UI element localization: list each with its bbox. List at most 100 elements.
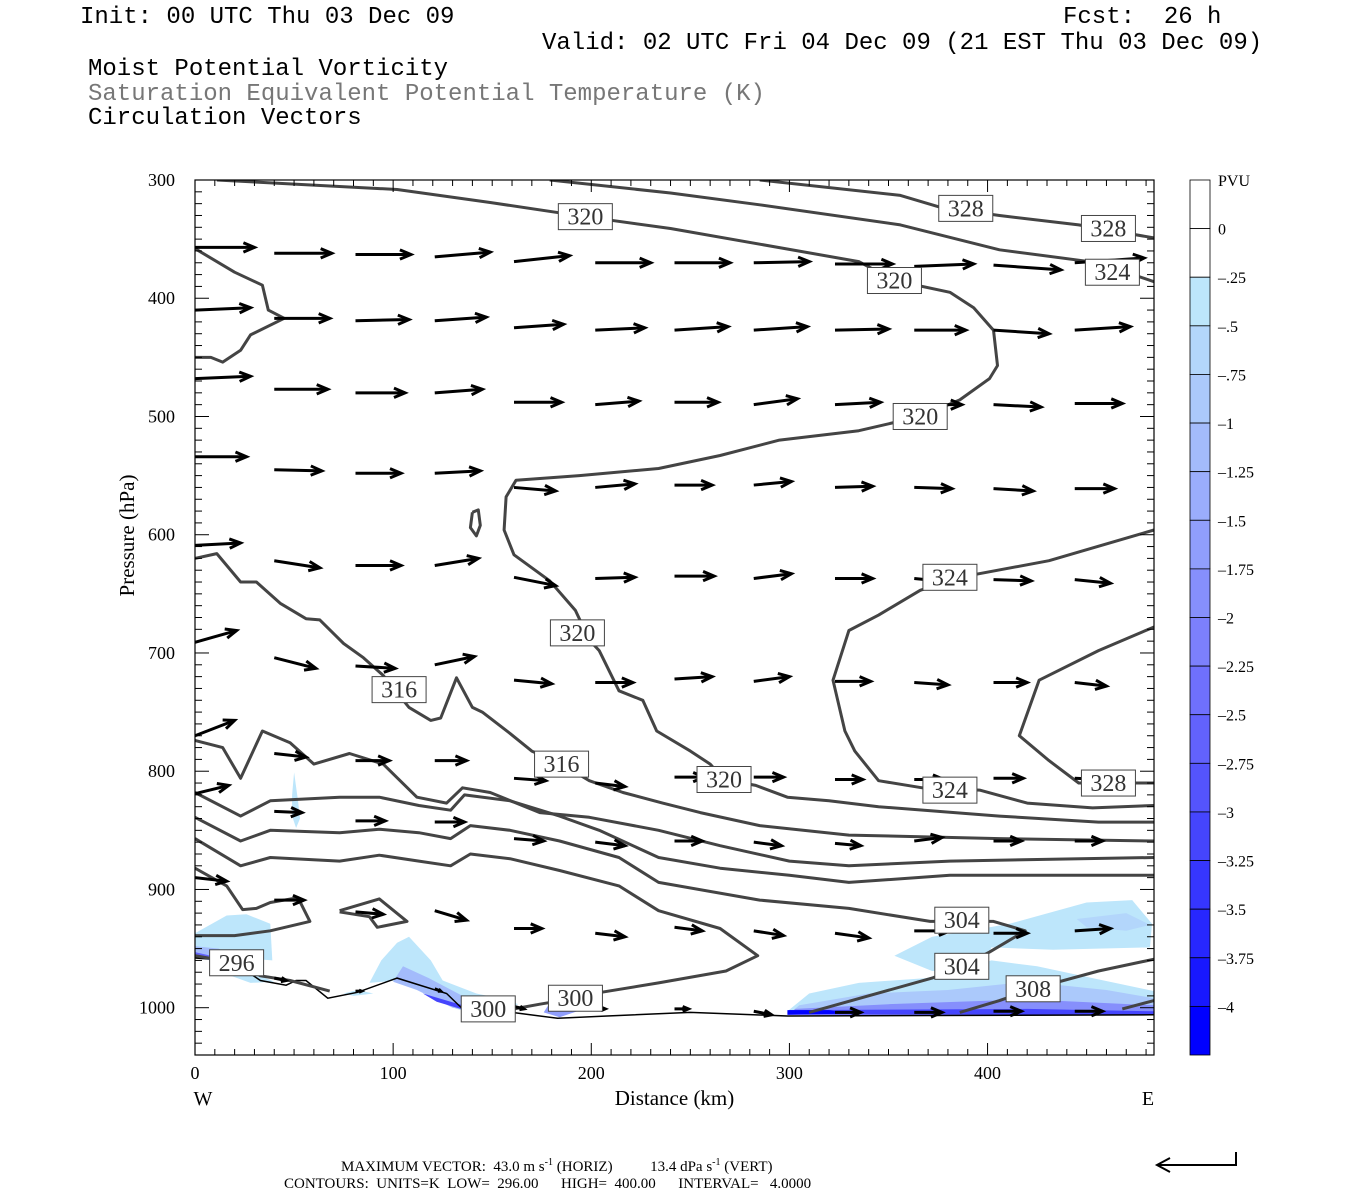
colorbar-box xyxy=(1189,1005,1211,1056)
vector-arrow xyxy=(274,559,324,573)
vector-head xyxy=(856,930,873,943)
vector-arrow xyxy=(434,246,495,260)
vector-head xyxy=(769,838,786,851)
vector-head xyxy=(543,484,560,497)
vector-head xyxy=(1019,574,1036,587)
x-tick-label: 300 xyxy=(776,1063,803,1083)
vector-head xyxy=(454,911,471,924)
colorbar-box xyxy=(1189,714,1211,764)
colorbar-box xyxy=(1189,665,1211,716)
y-axis-label: Pressure (hPa) xyxy=(115,475,139,597)
vector-shaft xyxy=(753,480,792,487)
vector-arrow xyxy=(513,676,556,689)
vector-head xyxy=(377,754,394,767)
contour-label-text: 320 xyxy=(876,269,912,295)
contour-label: 320 xyxy=(892,402,948,430)
vector-head xyxy=(373,814,390,827)
vector-head xyxy=(551,318,568,332)
vector-arrow xyxy=(434,311,491,324)
vector-head xyxy=(700,671,716,684)
vector-arrow xyxy=(514,396,566,409)
vector-shaft xyxy=(993,578,1032,583)
vector-arrow xyxy=(274,464,326,477)
vector-arrow xyxy=(355,248,415,261)
colorbar-box xyxy=(1189,325,1211,375)
vector-arrow xyxy=(753,1008,776,1018)
vector-head xyxy=(718,256,734,269)
vector-arrow xyxy=(194,782,233,796)
vector-head xyxy=(623,571,639,584)
field-title-vectors: Circulation Vectors xyxy=(88,105,362,132)
vector-shaft xyxy=(834,841,861,848)
vector-head xyxy=(470,384,487,397)
contour-label-box xyxy=(938,194,994,222)
vector-head xyxy=(1011,772,1028,785)
vector-shaft xyxy=(595,575,635,580)
vector-shaft xyxy=(993,487,1034,493)
vector-head xyxy=(702,570,718,583)
contour-label: 320 xyxy=(557,203,613,231)
vector-shaft xyxy=(1074,681,1107,688)
vector-arrow xyxy=(1074,1005,1107,1018)
vector-arrow xyxy=(194,370,255,383)
vector-head xyxy=(371,907,388,920)
vector-arrow xyxy=(274,749,310,762)
vector-shaft xyxy=(834,931,869,940)
vert-tag: (VERT) xyxy=(724,1159,773,1175)
contour-label: 316 xyxy=(371,676,427,704)
vector-head xyxy=(779,569,796,582)
vector-head xyxy=(1110,397,1127,410)
x-tick-label: 400 xyxy=(974,1063,1001,1083)
max-vector-line: MAXIMUM VECTOR: 43.0 m s-1 (HORIZ) 13.4 … xyxy=(341,1157,773,1176)
contour-label-box xyxy=(922,776,978,804)
colorbar-label: –2 xyxy=(1217,611,1234,628)
vector-arrow xyxy=(753,671,794,684)
vector-shaft xyxy=(1074,578,1111,585)
contour-label: 308 xyxy=(1005,975,1061,1003)
vector-shaft xyxy=(1074,926,1111,933)
vector-head xyxy=(1015,676,1032,689)
vector-shaft xyxy=(273,656,317,670)
vector-arrow xyxy=(993,834,1026,848)
vector-shaft xyxy=(595,781,626,789)
contour-line xyxy=(468,508,482,538)
contour-label-text: 304 xyxy=(944,908,980,934)
vector-head xyxy=(1118,321,1135,334)
vector-head xyxy=(1015,927,1032,940)
vector-shaft xyxy=(993,263,1061,272)
vector-shaft xyxy=(914,835,943,843)
circulation-vectors xyxy=(194,241,1148,1019)
vector-shaft xyxy=(753,929,784,938)
vector-head xyxy=(389,467,405,480)
vector-shaft xyxy=(194,306,251,312)
contour-label-box xyxy=(547,984,603,1012)
contour-label-box xyxy=(1080,769,1136,797)
colorbar-box xyxy=(1189,179,1211,230)
colorbar-title: PVU xyxy=(1218,173,1250,190)
vector-arrow xyxy=(834,773,867,786)
contour-label-text: 308 xyxy=(1015,977,1051,1003)
vector-shaft xyxy=(595,840,626,848)
vector-shaft xyxy=(355,318,410,323)
vector-head xyxy=(690,923,707,936)
contour-label: 324 xyxy=(922,776,978,804)
vector-shaft xyxy=(674,925,703,933)
vector-head xyxy=(613,779,629,792)
vector-shaft xyxy=(753,840,782,848)
vector-arrow xyxy=(514,922,546,935)
vector-arrow xyxy=(595,395,643,408)
reference-vector-head xyxy=(1154,1157,1171,1173)
vector-shaft xyxy=(355,910,384,916)
vector-head xyxy=(222,718,239,730)
vector-shaft xyxy=(753,675,790,683)
vector-head xyxy=(310,464,326,477)
vector-arrow xyxy=(513,318,568,332)
vector-arrow xyxy=(993,400,1045,413)
vector-arrow xyxy=(993,772,1028,785)
vector-head xyxy=(389,559,405,572)
vector-head xyxy=(478,246,495,260)
contour-label-text: 324 xyxy=(1094,260,1130,286)
y-tick-label: 1000 xyxy=(139,998,175,1018)
vector-arrow xyxy=(595,929,629,942)
vector-arrow xyxy=(513,250,574,264)
